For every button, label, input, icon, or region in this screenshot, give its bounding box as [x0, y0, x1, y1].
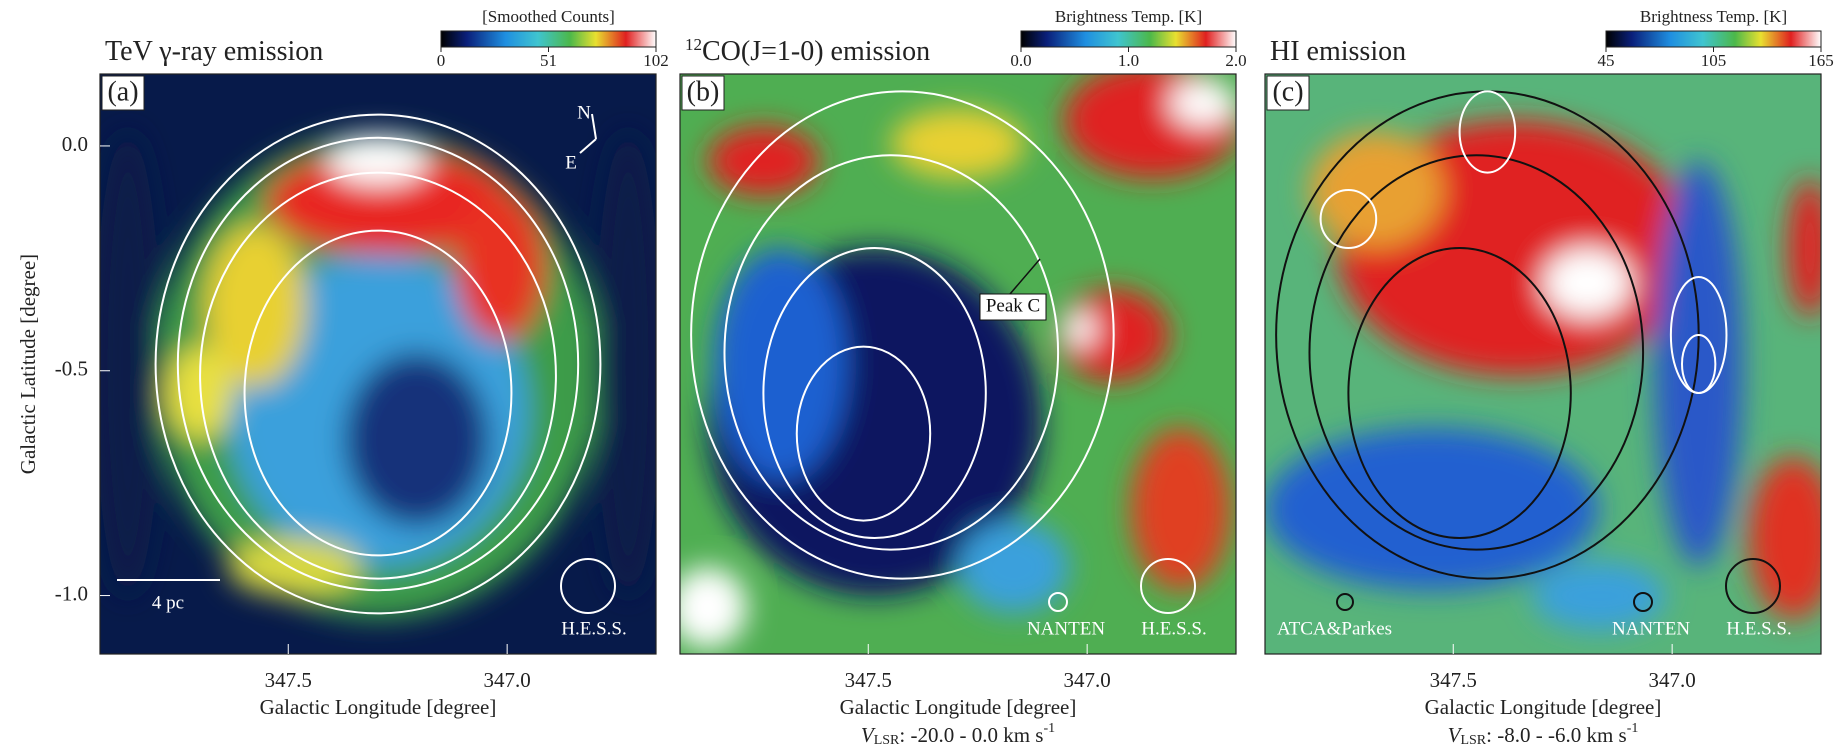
colorbar-tick-label: 1.0 — [1118, 51, 1139, 70]
emission-blob — [713, 248, 846, 480]
x-tick-label: 347.0 — [484, 668, 531, 692]
figure: (a) 347.5 347.0 0.0 -0.5 -1.0 Galactic Longitu… — [0, 0, 1837, 748]
colorbar-tick-label: 2.0 — [1225, 51, 1246, 70]
y-axis-label: Galactic Latitude [degree] — [16, 254, 40, 474]
x-tick-label: 347.5 — [265, 668, 312, 692]
annotation: NANTEN — [1027, 618, 1105, 639]
y-tick-label: 0.0 — [62, 132, 88, 156]
colorbar — [441, 31, 656, 47]
emission-blob — [1654, 161, 1743, 567]
emission-blob — [1064, 312, 1097, 347]
y-tick-label: -0.5 — [55, 357, 88, 381]
x-tick-label: 347.5 — [1430, 668, 1477, 692]
emission-blob — [1130, 428, 1230, 590]
velocity-range: VLSR: -20.0 - 0.0 km s-1 — [861, 721, 1055, 748]
colorbar-tick-label: 102 — [643, 51, 669, 70]
colorbar-tick-label: 0.0 — [1010, 51, 1031, 70]
colorbar-label: [Smoothed Counts] — [482, 7, 615, 26]
colorbar-tick-label: 105 — [1701, 51, 1727, 70]
colorbar-label: Brightness Temp. [K] — [1055, 7, 1202, 26]
x-axis-label: Galactic Longitude [degree] — [260, 695, 497, 719]
velocity-exponent: -1 — [1043, 721, 1055, 736]
colorbar-tick-label: 165 — [1808, 51, 1834, 70]
title-text: HI emission — [1270, 36, 1406, 67]
panel-label: (a) — [107, 76, 138, 107]
title-superscript: 12 — [685, 35, 702, 54]
annotation: ATCA&Parkes — [1277, 618, 1392, 639]
annotation: N — [577, 102, 591, 123]
annotation: H.E.S.S. — [1726, 618, 1791, 639]
panel-label: (c) — [1272, 76, 1303, 107]
x-tick-label: 347.0 — [1064, 668, 1111, 692]
emission-blob — [1543, 248, 1632, 318]
velocity-text: : -8.0 - -6.0 km s — [1486, 723, 1627, 747]
y-tick-label: -1.0 — [55, 581, 88, 605]
panel-title: HI emission — [1270, 36, 1406, 67]
map-image — [669, 62, 1242, 654]
velocity-subscript: LSR — [874, 733, 900, 748]
map-panel — [1265, 74, 1837, 654]
annotation: NANTEN — [1612, 618, 1690, 639]
emission-blob — [345, 352, 490, 526]
colorbar-tick-label: 45 — [1598, 51, 1615, 70]
emission-blob — [958, 521, 1069, 614]
emission-blob — [1749, 457, 1837, 619]
panel-label: (b) — [687, 76, 720, 107]
annotation: Peak C — [986, 295, 1040, 316]
velocity-subscript: LSR — [1460, 733, 1486, 748]
emission-blob — [94, 132, 161, 596]
x-axis-label: Galactic Longitude [degree] — [1425, 695, 1662, 719]
map-panel — [669, 62, 1242, 654]
panel-title: TeV γ-ray emission — [105, 36, 323, 67]
x-tick-label: 347.5 — [845, 668, 892, 692]
colorbar-label: Brightness Temp. [K] — [1640, 7, 1787, 26]
velocity-range: VLSR: -8.0 - -6.0 km s-1 — [1448, 721, 1639, 748]
title-text: CO(J=1-0) emission — [702, 36, 930, 67]
map-image — [1265, 74, 1837, 654]
x-axis-label: Galactic Longitude [degree] — [840, 695, 1077, 719]
velocity-text: : -20.0 - 0.0 km s — [899, 723, 1043, 747]
colorbar-tick-label: 51 — [540, 51, 557, 70]
emission-blob — [456, 190, 545, 341]
emission-blob — [595, 132, 662, 596]
emission-blob — [1309, 132, 1442, 248]
emission-blob — [1788, 178, 1832, 317]
velocity-exponent: -1 — [1627, 721, 1639, 736]
emission-blob — [1169, 80, 1236, 126]
annotation: 4 pc — [152, 592, 184, 613]
title-text: TeV γ-ray emission — [105, 36, 323, 67]
emission-blob — [1265, 428, 1599, 590]
annotation: H.E.S.S. — [1141, 618, 1206, 639]
panel-title: 12CO(J=1-0) emission — [685, 35, 930, 68]
x-tick-label: 347.0 — [1649, 668, 1696, 692]
annotation: E — [565, 152, 577, 173]
colorbar — [1606, 31, 1821, 47]
annotation: H.E.S.S. — [561, 618, 626, 639]
colorbar-tick-label: 0 — [437, 51, 446, 70]
colorbar — [1021, 31, 1236, 47]
emission-blob — [891, 109, 1024, 179]
